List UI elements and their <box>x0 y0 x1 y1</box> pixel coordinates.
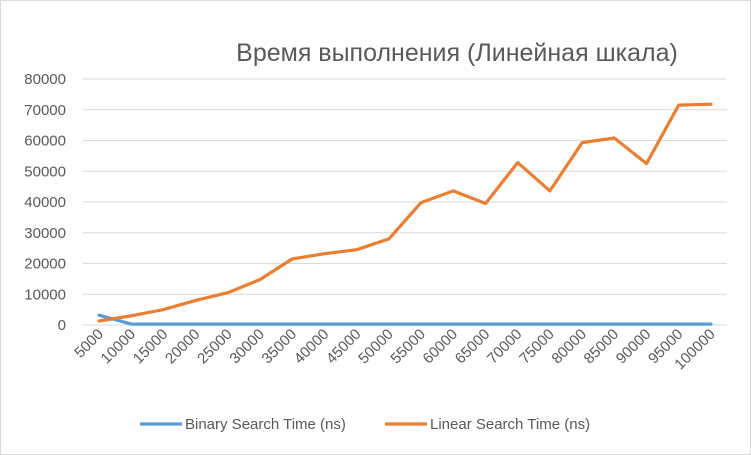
x-tick-label: 35000 <box>259 326 301 368</box>
y-axis-ticks: 0 10000 20000 30000 40000 50000 60000 70000 8000… <box>24 71 66 334</box>
x-tick-label: 45000 <box>323 326 365 368</box>
y-tick-label: 40000 <box>24 194 66 211</box>
y-tick-label: 50000 <box>24 163 66 180</box>
x-tick-label: 75000 <box>516 326 558 368</box>
y-tick-label: 30000 <box>24 225 66 242</box>
series-lines <box>97 102 713 326</box>
legend: Binary Search Time (ns) Linear Search Tim… <box>140 416 590 433</box>
x-tick-label: 60000 <box>420 326 462 368</box>
legend-label: Linear Search Time (ns) <box>430 416 590 433</box>
x-tick-label: 10000 <box>98 326 140 368</box>
x-tick-label: 20000 <box>162 326 204 368</box>
y-tick-label: 20000 <box>24 256 66 273</box>
chart-title: Время выполнения (Линейная шкала) <box>236 39 678 67</box>
x-tick-label: 50000 <box>355 326 397 368</box>
y-tick-label: 80000 <box>24 71 66 88</box>
y-tick-label: 10000 <box>24 286 66 303</box>
legend-label: Binary Search Time (ns) <box>185 416 346 433</box>
x-tick-label: 15000 <box>130 326 172 368</box>
x-tick-label: 85000 <box>581 326 623 368</box>
x-tick-label: 70000 <box>484 326 526 368</box>
series-line-2 <box>97 102 713 323</box>
y-tick-label: 60000 <box>24 133 66 150</box>
x-tick-label: 55000 <box>387 326 429 368</box>
x-axis-ticks: 5000100001500020000250003000035000400004… <box>71 326 718 373</box>
x-tick-label: 25000 <box>194 326 236 368</box>
y-tick-label: 70000 <box>24 102 66 119</box>
x-tick-label: 90000 <box>613 326 655 368</box>
y-tick-label: 0 <box>58 317 66 334</box>
x-tick-label: 30000 <box>226 326 268 368</box>
x-tick-label: 80000 <box>548 326 590 368</box>
x-tick-label: 65000 <box>452 326 494 368</box>
gridlines <box>83 78 727 326</box>
series-line-1 <box>97 313 713 326</box>
x-tick-label: 40000 <box>291 326 333 368</box>
